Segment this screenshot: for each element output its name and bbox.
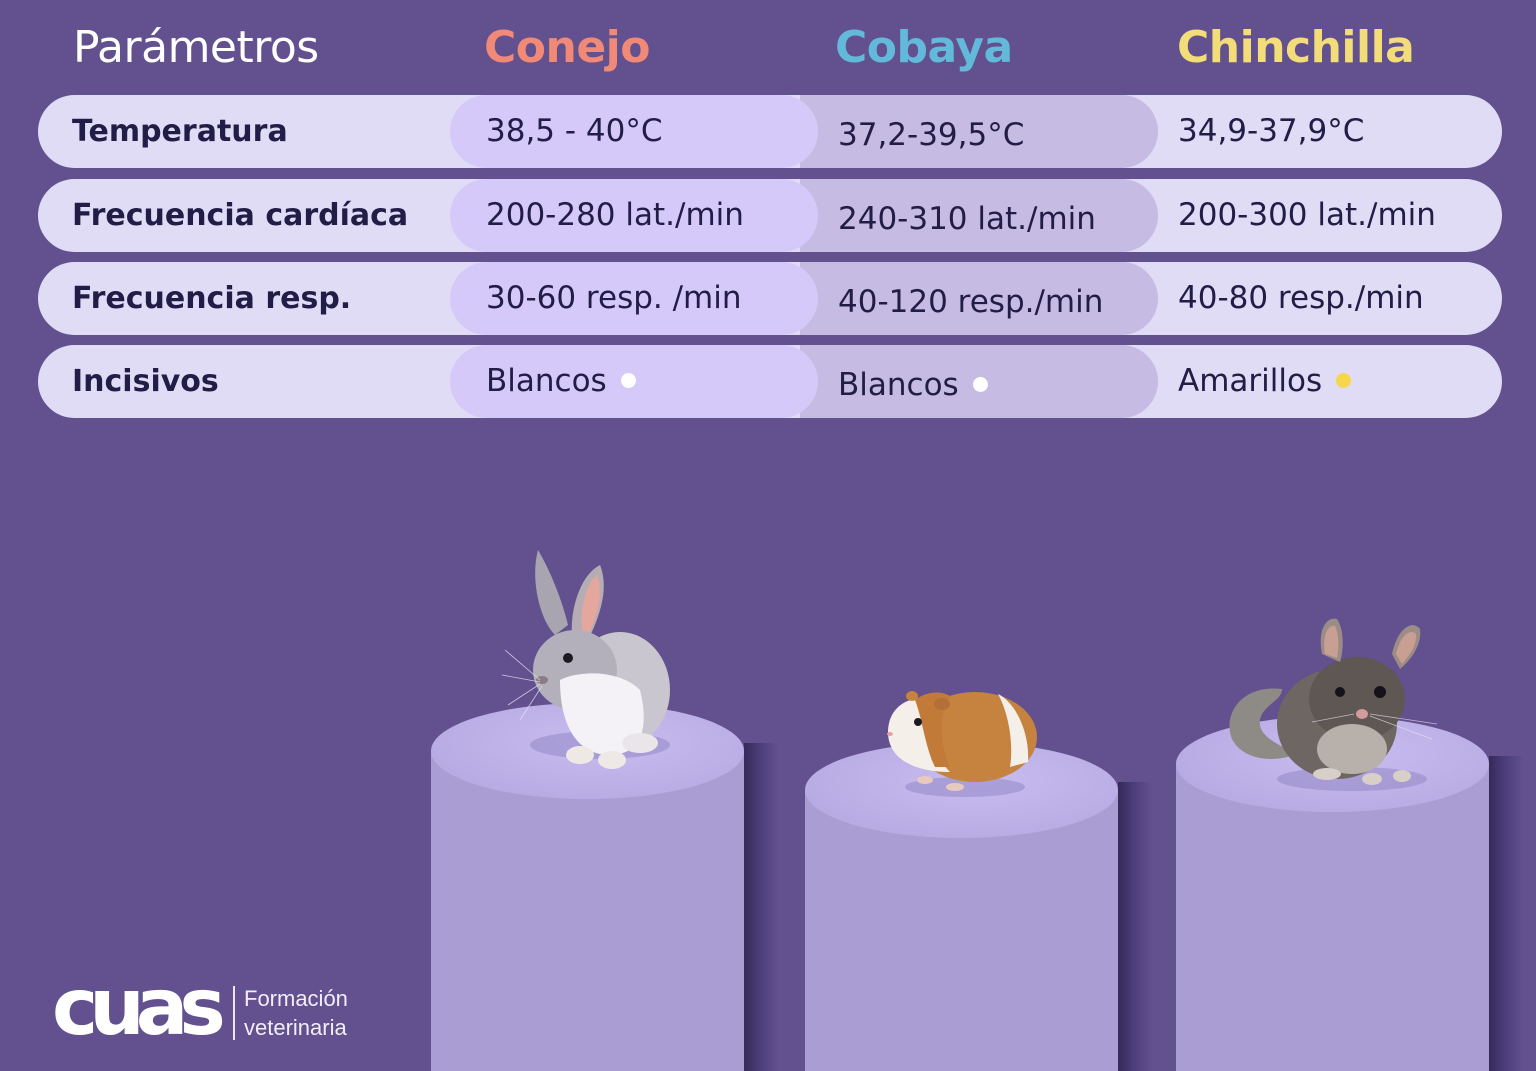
pillar-shadow bbox=[1489, 756, 1523, 1071]
cobaya-value-cell: Blancos bbox=[838, 349, 988, 422]
chinchilla-heading: Chinchilla bbox=[1177, 22, 1415, 73]
table-row-frecuencia-cardiaca: Frecuencia cardíaca 200-280 lat./min 240… bbox=[38, 179, 1502, 252]
conejo-column-segment bbox=[450, 262, 818, 335]
conejo-value: 38,5 - 40°C bbox=[486, 113, 663, 149]
chinchilla-value: 200-300 lat./min bbox=[1178, 197, 1436, 233]
white-dot-icon bbox=[972, 377, 988, 392]
chinchilla-value-cell: Amarillos bbox=[1178, 345, 1352, 418]
conejo-value: Blancos bbox=[486, 363, 607, 399]
logo-divider bbox=[233, 986, 235, 1040]
cobaya-value: 40-120 resp./min bbox=[838, 284, 1104, 320]
cobaya-column-segment bbox=[800, 179, 1158, 252]
white-dot-icon bbox=[620, 373, 636, 388]
conejo-value: 30-60 resp. /min bbox=[486, 280, 742, 316]
row-label: Incisivos bbox=[72, 364, 219, 399]
cobaya-value: 37,2-39,5°C bbox=[838, 117, 1025, 153]
chinchilla-value: 40-80 resp./min bbox=[1178, 280, 1424, 316]
chinchilla-value: 34,9-37,9°C bbox=[1178, 113, 1365, 149]
chinchilla-value: Amarillos bbox=[1178, 363, 1323, 399]
pillar-body bbox=[431, 751, 744, 1071]
pillar-shadow bbox=[1118, 782, 1152, 1071]
table-row-frecuencia-resp: Frecuencia resp. 30-60 resp. /min 40-120… bbox=[38, 262, 1502, 335]
cobaya-value: Blancos bbox=[838, 367, 959, 403]
guinea-pig-icon bbox=[887, 691, 1037, 797]
logo-tagline: Formación veterinaria bbox=[244, 984, 348, 1042]
rabbit-icon bbox=[501, 550, 670, 769]
cobaya-heading: Cobaya bbox=[835, 22, 1013, 73]
logo-tagline-line2: veterinaria bbox=[244, 1015, 347, 1040]
cobaya-column-segment bbox=[800, 95, 1158, 168]
cobaya-column-segment bbox=[800, 262, 1158, 335]
conejo-heading: Conejo bbox=[484, 22, 651, 73]
parameters-heading: Parámetros bbox=[73, 22, 319, 73]
row-label: Frecuencia cardíaca bbox=[72, 198, 409, 233]
row-label: Frecuencia resp. bbox=[72, 281, 352, 316]
conejo-value: 200-280 lat./min bbox=[486, 197, 744, 233]
table-row-incisivos: Incisivos Blancos Blancos Amarillos bbox=[38, 345, 1502, 418]
logo-tagline-line1: Formación bbox=[244, 986, 348, 1011]
pillar-conejo bbox=[431, 703, 778, 1071]
conejo-value-cell: Blancos bbox=[486, 345, 636, 418]
chinchilla-icon bbox=[1229, 618, 1438, 791]
cobaya-value: 240-310 lat./min bbox=[838, 201, 1096, 237]
table-row-temperatura: Temperatura 38,5 - 40°C 37,2-39,5°C 34,9… bbox=[38, 95, 1502, 168]
pillar-shadow bbox=[744, 743, 778, 1071]
conejo-column-segment bbox=[450, 179, 818, 252]
conejo-column-segment bbox=[450, 95, 818, 168]
yellow-dot-icon bbox=[1336, 373, 1352, 388]
logo-wordmark: cuas bbox=[52, 963, 226, 1053]
row-label: Temperatura bbox=[72, 114, 288, 149]
pillar-cobaya bbox=[805, 742, 1152, 1071]
pillar-body bbox=[1176, 764, 1489, 1071]
